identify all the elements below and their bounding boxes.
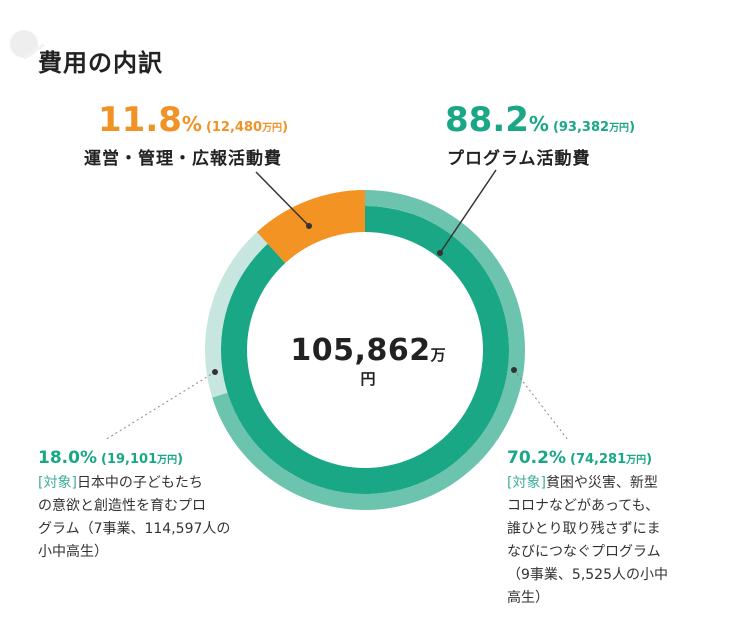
- japan-description: [対象]日本中の子どもたち の意欲と創造性を育むプロ グラム（7事業、114,5…: [38, 472, 268, 564]
- japan-desc-line: グラム（7事業、114,597人の: [38, 521, 231, 537]
- intl-desc-line: 誰ひとり取り残さずにま: [507, 521, 661, 537]
- outer-slice-1: [205, 231, 268, 398]
- program-percent: 88.2%: [445, 100, 549, 140]
- leader-line-intl: [513, 369, 569, 441]
- leader-dot-admin: [306, 223, 312, 229]
- leader-dot-program: [437, 250, 443, 256]
- intl-desc-line: （9事業、5,525人の小中: [507, 567, 668, 583]
- intl-desc-line: [対象]貧困や災害、新型: [507, 475, 658, 491]
- label-admin: 11.8% (12,480万円) 運営・管理・広報活動費: [84, 100, 289, 169]
- japan-desc-line: の意欲と創造性を育むプロ: [38, 498, 206, 514]
- intl-desc-line: 高生）: [507, 590, 549, 606]
- label-intl: 70.2% (74,281万円) [対象]貧困や災害、新型 コロナなどがあっても、…: [507, 448, 727, 610]
- japan-amount: (19,101万円): [101, 452, 184, 467]
- page-title: 費用の内訳: [38, 49, 163, 77]
- intl-percent: 70.2%: [507, 448, 566, 468]
- intl-desc-line: なびにつなぐプログラム: [507, 544, 661, 560]
- admin-name: 運営・管理・広報活動費: [84, 149, 282, 169]
- intl-description: [対象]貧困や災害、新型 コロナなどがあっても、 誰ひとり取り残さずにま なびに…: [507, 472, 727, 610]
- leader-dot-japan: [212, 369, 218, 375]
- intl-amount: (74,281万円): [570, 452, 653, 467]
- leader-line-admin: [255, 171, 310, 227]
- label-program: 88.2% (93,382万円) プログラム活動費: [445, 100, 635, 169]
- target-tag: [対象]: [38, 475, 77, 491]
- target-tag: [対象]: [507, 475, 546, 491]
- leader-line-japan: [104, 371, 216, 441]
- admin-percent: 11.8%: [98, 100, 202, 140]
- japan-percent: 18.0%: [38, 448, 97, 468]
- total-value: 105,862: [290, 333, 431, 368]
- label-japan: 18.0% (19,101万円) [対象]日本中の子どもたち の意欲と創造性を育む…: [38, 448, 268, 564]
- total-amount: 105,862万円: [283, 333, 453, 389]
- admin-amount: (12,480万円): [205, 120, 289, 135]
- leader-dot-intl: [511, 367, 517, 373]
- japan-desc-line: 小中高生）: [38, 544, 108, 560]
- leader-line-program: [439, 169, 497, 254]
- program-amount: (93,382万円): [552, 120, 636, 135]
- japan-desc-line: [対象]日本中の子どもたち: [38, 475, 203, 491]
- program-name: プログラム活動費: [447, 149, 591, 169]
- total-unit: 万円: [360, 346, 446, 388]
- intl-desc-line: コロナなどがあっても、: [507, 498, 660, 514]
